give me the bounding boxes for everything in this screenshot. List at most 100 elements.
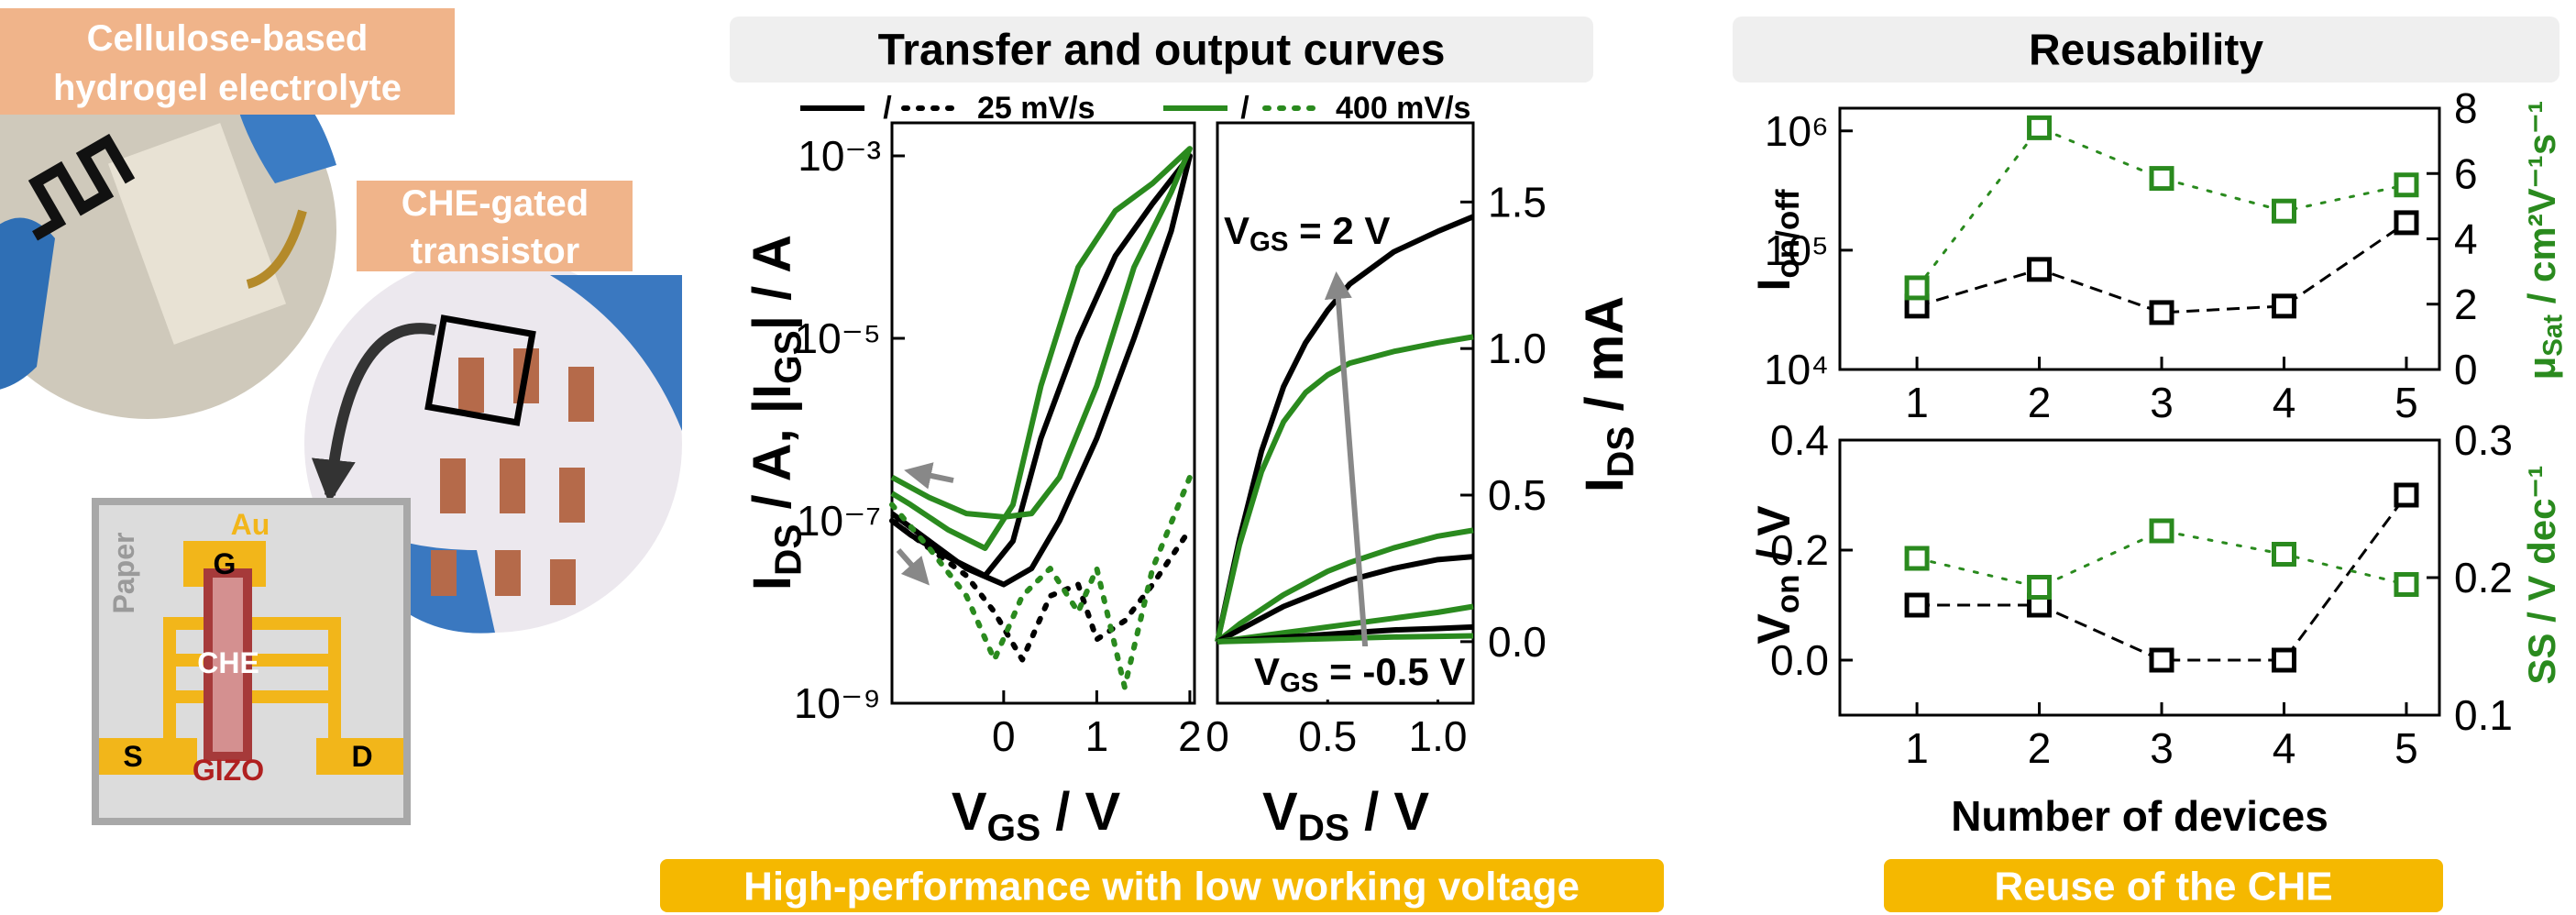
gate-label: G — [214, 547, 237, 580]
annotation: VGS = 2 V — [1224, 209, 1390, 258]
subscript: GS — [1249, 226, 1288, 257]
transistor-label: CHE-gated — [402, 183, 589, 224]
x-tick-label: 0.5 — [1298, 712, 1357, 760]
arrow — [904, 462, 954, 490]
label-part: | / A — [743, 235, 802, 330]
label-part: SS / V dec⁻¹ — [2520, 465, 2563, 684]
y2-tick-label: 6 — [2454, 149, 2478, 197]
marker — [2271, 542, 2296, 567]
x-tick-label: 5 — [2394, 379, 2418, 426]
marker — [2271, 293, 2296, 319]
marker — [2027, 115, 2053, 140]
marker — [2394, 210, 2419, 236]
x-axis-label: VGS / V — [952, 782, 1121, 849]
marker — [2149, 300, 2174, 325]
annotation: VGS = -0.5 V — [1254, 650, 1465, 699]
label-part: / mA — [1575, 296, 1635, 426]
label-part: Number of devices — [1951, 792, 2328, 840]
subscript: Sat — [2537, 314, 2568, 357]
label-part: / V — [1748, 505, 1800, 575]
y-tick-label: 10⁵ — [1765, 226, 1829, 274]
x-tick-label: 1 — [1085, 712, 1109, 760]
label-part: / V — [1040, 782, 1120, 842]
marker — [2149, 647, 2174, 673]
subscript: DS — [766, 524, 809, 576]
y-axis-label: IDS / mA — [1575, 296, 1642, 492]
label-part: I — [1575, 478, 1635, 492]
x-tick-label: 4 — [2273, 379, 2296, 426]
y-tick-label: 0.5 — [1488, 471, 1547, 519]
y2-tick-label: 0.3 — [2454, 416, 2513, 464]
y-tick-label: 10⁶ — [1765, 107, 1829, 155]
y-tick-label: 10⁻⁹ — [794, 679, 881, 727]
device-schematic — [92, 498, 411, 825]
annotation-bg — [1249, 646, 1469, 700]
y-tick-label: 0.0 — [1488, 618, 1547, 666]
marker — [2394, 482, 2419, 508]
y-tick-label: 10⁻⁷ — [797, 497, 881, 545]
x-tick-label: 3 — [2150, 379, 2174, 426]
x-tick-label: 1.0 — [1409, 712, 1468, 760]
hydrogel-photo — [0, 41, 336, 419]
banner — [1884, 859, 2443, 912]
plot-frame — [890, 121, 1196, 705]
panel-title: Transfer and output curves — [878, 27, 1446, 75]
label-part: V — [1748, 613, 1800, 645]
x-tick-label: 2 — [1178, 712, 1202, 760]
title-bar — [730, 17, 1593, 83]
banner — [660, 859, 1664, 912]
panel-title: Reusability — [2029, 27, 2263, 75]
series-line — [1216, 554, 1474, 645]
banner-text: High-performance with low working voltag… — [743, 865, 1580, 909]
y2-axis-label: μSat / cm²V⁻¹s⁻¹ — [2520, 101, 2569, 380]
y-tick-label: 0.4 — [1770, 416, 1829, 464]
x-tick-label: 4 — [2273, 724, 2296, 772]
y-tick-label: 1.5 — [1488, 178, 1547, 226]
x-tick-label: 1 — [1905, 724, 1929, 772]
legend-label: 400 mV/s — [1336, 91, 1470, 126]
series-line — [1216, 527, 1474, 645]
marker — [1904, 275, 1930, 301]
series-line — [1216, 633, 1474, 645]
subscript: on — [1770, 574, 1806, 613]
y-tick-label: 0.0 — [1770, 636, 1829, 684]
marker — [2271, 647, 2296, 673]
marker — [1904, 546, 1930, 571]
label-part: = 2 V — [1288, 209, 1390, 252]
marker — [2394, 572, 2419, 597]
hydrogel-label: Cellulose-based — [87, 18, 369, 59]
series-line — [1215, 214, 1475, 643]
label-part: / A, |I — [743, 384, 802, 524]
x-axis-label: Number of devices — [1951, 792, 2328, 840]
y2-tick-label: 0.2 — [2454, 554, 2513, 601]
marker — [2149, 166, 2174, 192]
au-label: Au — [231, 508, 270, 541]
legend-label: 25 mV/s — [977, 91, 1095, 126]
y-tick-label: 0.2 — [1770, 526, 1829, 574]
title-bar — [1733, 17, 2559, 83]
y-axis-label: IDS / A, |IGS| / A — [743, 235, 809, 590]
marker — [2149, 518, 2174, 544]
subscript: GS — [766, 330, 809, 384]
arrow — [1324, 271, 1371, 681]
label-part: I — [743, 576, 802, 590]
x-axis-label: VDS / V — [1262, 782, 1429, 849]
label-box — [357, 181, 633, 271]
marker — [2271, 198, 2296, 224]
y2-axis-label: SS / V dec⁻¹ — [2520, 465, 2563, 684]
series-line — [890, 152, 1193, 588]
series-line — [890, 146, 1193, 551]
y-tick-label: 10⁴ — [1764, 346, 1829, 393]
plot-frame — [1838, 438, 2441, 717]
y2-tick-label: 4 — [2454, 215, 2478, 263]
y-tick-label: 10⁻³ — [798, 132, 881, 180]
label-part: V — [1254, 650, 1280, 693]
x-tick-label: 2 — [2028, 724, 2052, 772]
label-box — [0, 8, 455, 115]
series-line — [889, 474, 1193, 690]
plot-frame — [1216, 121, 1475, 705]
series-line — [1915, 126, 2408, 290]
x-tick-label: 1 — [1905, 379, 1929, 426]
